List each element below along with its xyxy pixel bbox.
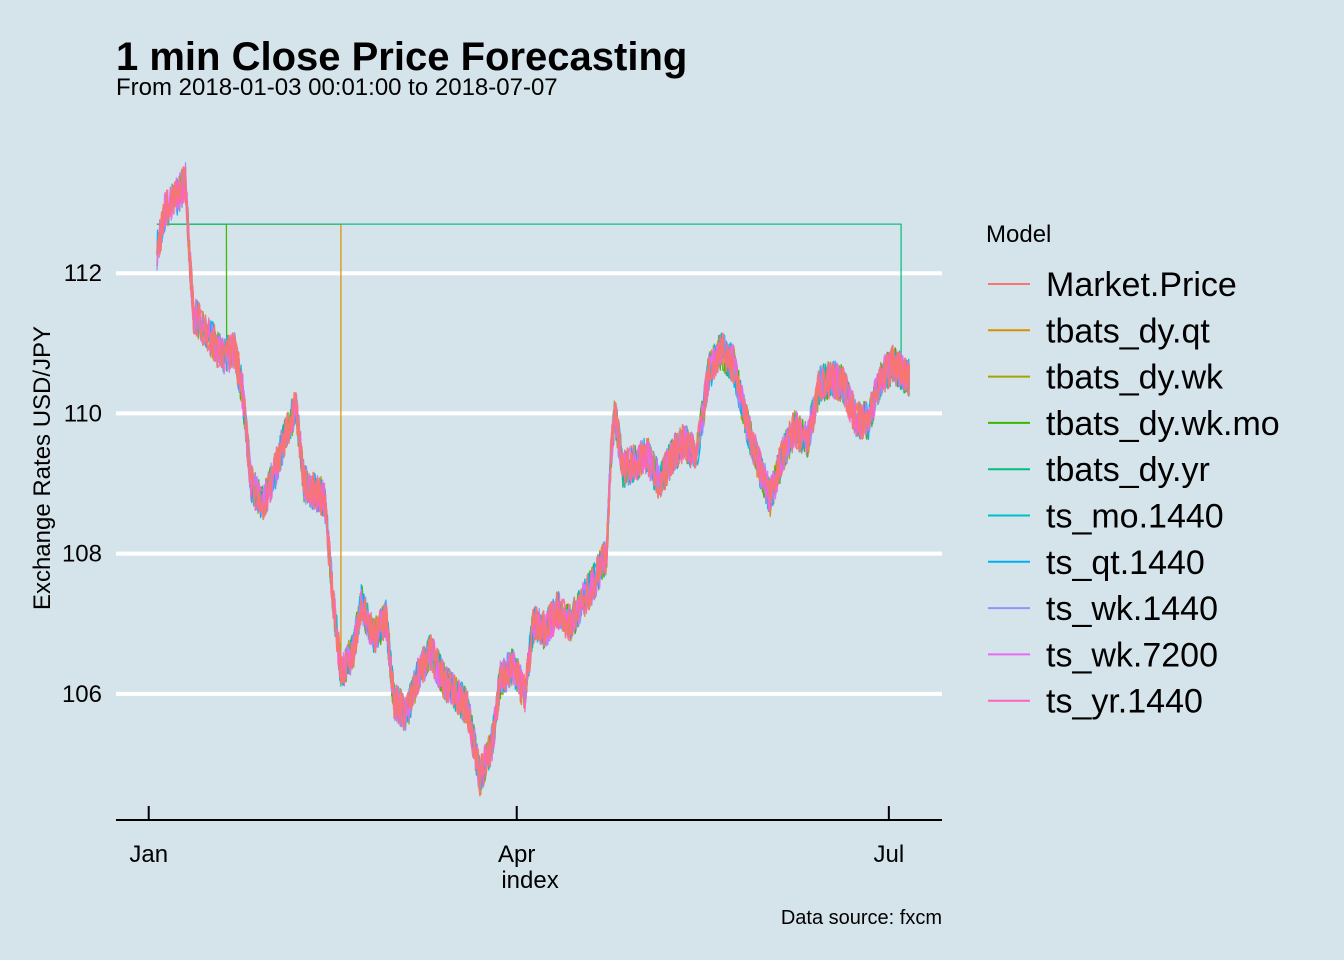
y-tick-label: 110: [64, 400, 102, 427]
series-line-market-price: [156, 166, 911, 797]
legend-label: tbats_dy.wk.mo: [1046, 405, 1280, 443]
x-tick-label: Jan: [129, 841, 168, 868]
legend-label: Market.Price: [1046, 266, 1237, 304]
legend-label: tbats_dy.qt: [1046, 312, 1210, 350]
legend-label: ts_qt.1440: [1046, 544, 1205, 582]
legend-label: ts_wk.1440: [1046, 590, 1218, 628]
x-tick-label: Apr: [498, 841, 535, 868]
gridlines: [116, 271, 942, 696]
series-line-tbats-dy-yr: [156, 223, 910, 394]
chart-subtitle: From 2018-01-03 00:01:00 to 2018-07-07: [116, 74, 558, 101]
series-line-tbats-dy-qt: [156, 223, 910, 795]
y-axis-title: Exchange Rates USD/JPY: [29, 326, 56, 610]
y-tick-label: 108: [62, 541, 102, 568]
chart-title: 1 min Close Price Forecasting: [116, 35, 687, 79]
y-tick-label: 112: [64, 260, 102, 287]
series-line-tbats-dy-wk-mo: [156, 223, 910, 790]
axes: 106 108 110 112 Jan Apr Jul: [62, 260, 942, 868]
x-tick-label: Jul: [873, 841, 904, 868]
legend-label: ts_yr.1440: [1046, 683, 1203, 721]
legend-label: ts_wk.7200: [1046, 636, 1218, 674]
y-tick-label: 106: [62, 681, 102, 708]
x-axis-title: index: [501, 867, 558, 894]
legend-label: ts_mo.1440: [1046, 498, 1224, 536]
legend-title: Model: [986, 221, 1051, 248]
caption: Data source: fxcm: [781, 907, 942, 929]
series-layer: [156, 162, 911, 797]
legend-label: tbats_dy.yr: [1046, 451, 1210, 489]
legend-label: tbats_dy.wk: [1046, 359, 1224, 397]
legend: Model Market.Price tbats_dy.qt tbats_dy.wk…: [986, 221, 1280, 721]
